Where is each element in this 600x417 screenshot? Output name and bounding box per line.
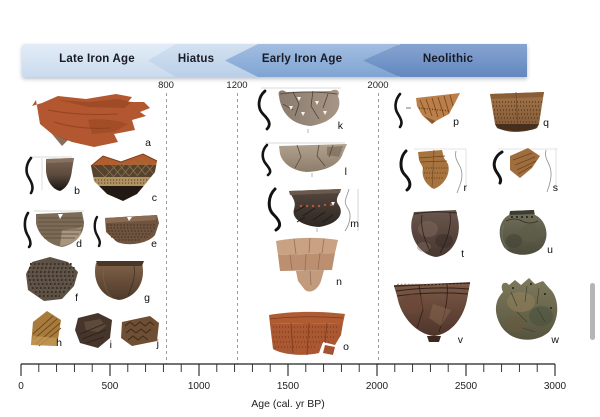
pottery-photo-f <box>26 257 78 301</box>
specimen-o-label: o <box>343 340 349 353</box>
specimen-w-label: w <box>551 333 559 346</box>
specimen-u-label: u <box>547 243 553 256</box>
specimen-b-label: b <box>74 184 80 197</box>
pottery-photo-d <box>23 210 84 249</box>
boundary-line-2000 <box>378 93 379 364</box>
era-label-early-iron-age: Early Iron Age <box>261 53 343 65</box>
specimen-w: w <box>487 272 567 349</box>
era-segment-neolithic <box>363 44 527 77</box>
specimen-j-label: j <box>156 337 159 350</box>
axis-major-ticks <box>20 364 556 376</box>
specimen-e: e <box>93 208 161 250</box>
specimen-n-label: n <box>336 276 342 288</box>
specimen-q: q <box>480 86 552 136</box>
pottery-photo-l <box>261 142 347 177</box>
specimen-v-label: v <box>457 333 463 346</box>
pottery-photo-h <box>31 311 62 347</box>
specimen-t-label: t <box>461 247 464 260</box>
pottery-photo-w <box>495 278 558 340</box>
specimen-f-label: f <box>75 291 78 304</box>
pottery-photo-q <box>490 91 544 133</box>
scrollbar-thumb[interactable] <box>590 283 595 340</box>
specimen-s: s <box>482 144 562 196</box>
pottery-photo-r <box>399 148 467 194</box>
specimen-l-label: l <box>344 165 347 178</box>
boundary-line-800 <box>166 93 167 364</box>
axis-tick-label: 1000 <box>188 381 211 392</box>
specimen-j: j <box>116 312 162 350</box>
axis-tick-label: 500 <box>102 381 119 392</box>
specimen-i: i <box>70 310 116 351</box>
specimen-e-label: e <box>151 237 157 250</box>
specimen-p: p <box>392 88 464 132</box>
specimen-p-label: p <box>453 115 459 128</box>
specimen-u: u <box>490 203 556 263</box>
specimen-c-label: c <box>151 191 157 204</box>
specimen-r-label: r <box>463 181 468 194</box>
pottery-photo-t <box>411 210 459 257</box>
axis-tick-label: 3000 <box>544 381 567 392</box>
specimen-l: l <box>257 140 351 178</box>
specimen-s-label: s <box>552 181 558 194</box>
pottery-photo-p <box>394 92 460 129</box>
pottery-photo-o <box>269 311 345 356</box>
pottery-photo-m <box>267 187 359 232</box>
pottery-photo-i <box>75 313 112 348</box>
era-timeline-banner: Late Iron Age Hiatus Early Iron Age Neol… <box>0 0 600 85</box>
specimen-h: h <box>24 308 66 349</box>
specimen-m-label: m <box>350 217 359 230</box>
era-label-late-iron-age: Late Iron Age <box>59 53 135 65</box>
boundary-label-2000: 2000 <box>367 80 389 91</box>
specimen-i-label: i <box>109 338 112 351</box>
specimen-a: a <box>28 90 154 150</box>
axis-tick-label: 2000 <box>366 381 389 392</box>
boundary-line-1200 <box>237 93 238 364</box>
specimen-k-label: k <box>337 119 343 132</box>
pottery-photo-n <box>276 237 338 292</box>
axis-tick-label: 2500 <box>455 381 478 392</box>
pottery-photo-u <box>499 210 547 255</box>
specimen-q-label: q <box>543 116 549 129</box>
specimen-m: m <box>261 182 363 233</box>
pottery-photo-b <box>25 156 74 195</box>
pottery-photo-a <box>32 94 150 147</box>
axis-tick-label: 0 <box>18 381 24 392</box>
pottery-photo-k <box>257 87 341 133</box>
specimen-f: f <box>22 254 82 304</box>
specimen-d-label: d <box>76 237 82 250</box>
age-axis: 0 500 1000 1500 2000 2500 3000 Age (cal.… <box>18 363 567 410</box>
pottery-photo-g <box>94 261 144 300</box>
axis-tick-label: 1500 <box>277 381 300 392</box>
specimen-o: o <box>261 305 351 358</box>
specimen-h-label: h <box>56 336 62 349</box>
axis-minor-ticks <box>38 364 538 372</box>
era-label-neolithic: Neolithic <box>422 53 474 65</box>
specimen-k: k <box>253 84 347 134</box>
specimen-d: d <box>22 206 88 250</box>
specimen-c: c <box>85 150 161 204</box>
specimen-t: t <box>400 203 470 263</box>
axis-title: Age (cal. yr BP) <box>251 398 325 410</box>
specimen-b: b <box>22 150 84 197</box>
pottery-photo-e <box>93 215 159 248</box>
pottery-photo-c <box>90 153 158 201</box>
specimen-g: g <box>84 254 154 304</box>
specimen-n: n <box>266 233 346 298</box>
pottery-photo-s <box>492 148 558 193</box>
specimen-r: r <box>396 144 472 196</box>
boundary-label-800: 800 <box>158 80 174 91</box>
era-label-hiatus: Hiatus <box>177 53 215 65</box>
specimen-a-label: a <box>145 136 151 149</box>
specimen-g-label: g <box>144 291 150 304</box>
specimen-v: v <box>389 270 475 348</box>
pottery-photo-v <box>393 282 471 342</box>
boundary-label-1200: 1200 <box>226 80 248 91</box>
pottery-photo-j <box>121 316 159 346</box>
